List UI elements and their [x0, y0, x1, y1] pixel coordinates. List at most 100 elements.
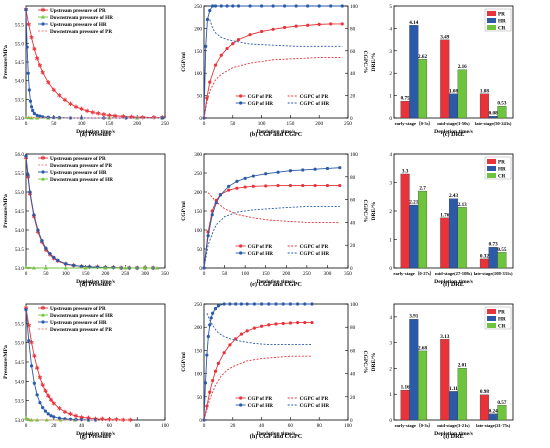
bar [448, 391, 459, 421]
bar-value-label: 1.11 [449, 386, 458, 392]
data-point [43, 266, 48, 270]
y-tick-label: 200 [194, 26, 202, 32]
bar-value-label: 1.76 [440, 212, 449, 218]
y-tick-label: 5 [389, 4, 392, 10]
legend-label: Upstream pressure of HR [50, 22, 107, 28]
bar-value-label: 2.01 [458, 363, 467, 369]
data-point [49, 414, 53, 418]
y-axis-label: CGP/ml [181, 352, 187, 372]
bar [479, 93, 489, 119]
y-tick-label: 53.5 [15, 97, 24, 103]
y2-tick-label: 40 [350, 372, 356, 378]
y-tick-label: 53.0 [15, 116, 24, 122]
panel-caption: (b) CGP and CGPC [250, 131, 302, 138]
y-axis-label: DRE/% [371, 352, 377, 371]
y-tick-label: 0 [199, 266, 202, 272]
data-point [260, 302, 264, 306]
data-point [235, 186, 239, 190]
data-point: ✱ [90, 109, 95, 116]
data-point [271, 4, 275, 8]
category-label: mid-stage(3-50s) [437, 121, 470, 126]
x-tick-label: 150 [287, 121, 295, 127]
bar-value-label: 2.43 [449, 193, 458, 199]
data-point [38, 114, 42, 118]
data-point [46, 412, 50, 416]
data-point [264, 184, 268, 188]
data-point: ✱ [51, 400, 56, 407]
x-tick-label: 150 [82, 271, 90, 277]
x-tick-label: 300 [141, 271, 149, 277]
bar-value-label: 0.55 [497, 247, 506, 253]
x-tick-label: 40 [259, 423, 265, 429]
bar-value-label: 0.98 [480, 389, 489, 395]
y-tick-label: 55.0 [15, 41, 24, 47]
data-point [274, 322, 278, 326]
data-point [317, 22, 321, 26]
x-axis-label: Depletion time/s [76, 431, 116, 437]
data-point [294, 4, 298, 8]
data-point [205, 17, 210, 22]
data-point: ✱ [29, 35, 34, 42]
x-tick-label: 100 [78, 121, 86, 127]
y2-tick-label: 60 [350, 348, 356, 354]
bar [418, 59, 428, 119]
data-point [63, 266, 68, 270]
data-point [338, 166, 342, 170]
data-point: ✱ [85, 108, 90, 115]
panel-c: 0 1 2 3 4 5 DRE/% early-stage（0-3s） 0.75 4.14 2.62… [371, 4, 514, 138]
y2-tick-label: 40 [350, 71, 356, 77]
data-point [283, 25, 287, 30]
data-point: ✱ [107, 417, 112, 424]
y-tick-label: 55.5 [15, 171, 24, 177]
x-tick-label: 60 [107, 423, 113, 429]
category-label: late-stage(108-331s) [474, 271, 513, 276]
y-tick-label: 2 [389, 366, 392, 372]
data-point [260, 29, 264, 34]
data-point [317, 4, 321, 8]
data-point: ✱ [31, 214, 36, 221]
panel-caption: (d) Pressure [80, 281, 112, 288]
x-tick-label: 250 [121, 271, 129, 277]
bar-value-label: 4.14 [409, 20, 418, 26]
data-point [41, 406, 45, 410]
data-point [143, 266, 148, 270]
y-tick-label: 4 [389, 26, 392, 32]
data-point: ✱ [26, 22, 31, 29]
bar [448, 93, 459, 119]
y-tick-label: 0 [389, 116, 392, 122]
data-point [294, 24, 298, 28]
data-point: ✱ [107, 112, 112, 119]
data-point [26, 173, 30, 177]
data-point: ✱ [51, 256, 56, 263]
y-tick-label: 56.0 [15, 152, 24, 158]
data-point [25, 45, 29, 49]
x-tick-label: 20 [51, 423, 57, 429]
data-point [276, 183, 280, 188]
legend-marker [239, 396, 243, 400]
legend-label: Downstream pressure of HR [50, 313, 113, 319]
data-point: ✱ [40, 69, 45, 76]
data-point [214, 201, 218, 205]
legend-marker [41, 22, 45, 26]
y-tick-label: 1 [389, 238, 392, 244]
data-point: ✱ [43, 388, 48, 395]
y2-tick-label: 0 [350, 418, 353, 424]
data-point [222, 351, 226, 355]
data-point: ✱ [32, 46, 37, 53]
data-point [57, 416, 61, 420]
data-point [29, 364, 34, 368]
data-point [206, 234, 210, 238]
data-point [52, 415, 56, 419]
x-tick-label: 0 [25, 121, 28, 127]
data-point: ✱ [68, 411, 73, 418]
series-line-2 [207, 192, 340, 223]
x-tick-label: 100 [258, 121, 266, 127]
y2-axis-label: CGPC/% [362, 200, 368, 223]
legend-label: Upstream pressure of PR [50, 156, 106, 162]
y2-tick-label: 80 [350, 175, 356, 181]
category-label: mid-stage(27-108s) [435, 271, 472, 276]
plot-frame [25, 303, 166, 421]
legend-marker: ✱ [40, 7, 45, 14]
x-axis-label: Depletion time/s [76, 279, 116, 285]
